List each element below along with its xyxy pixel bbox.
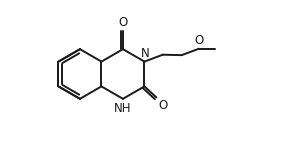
Text: NH: NH bbox=[114, 102, 132, 115]
Text: O: O bbox=[158, 99, 168, 112]
Text: O: O bbox=[118, 16, 128, 29]
Text: O: O bbox=[195, 34, 204, 47]
Text: N: N bbox=[141, 48, 150, 60]
